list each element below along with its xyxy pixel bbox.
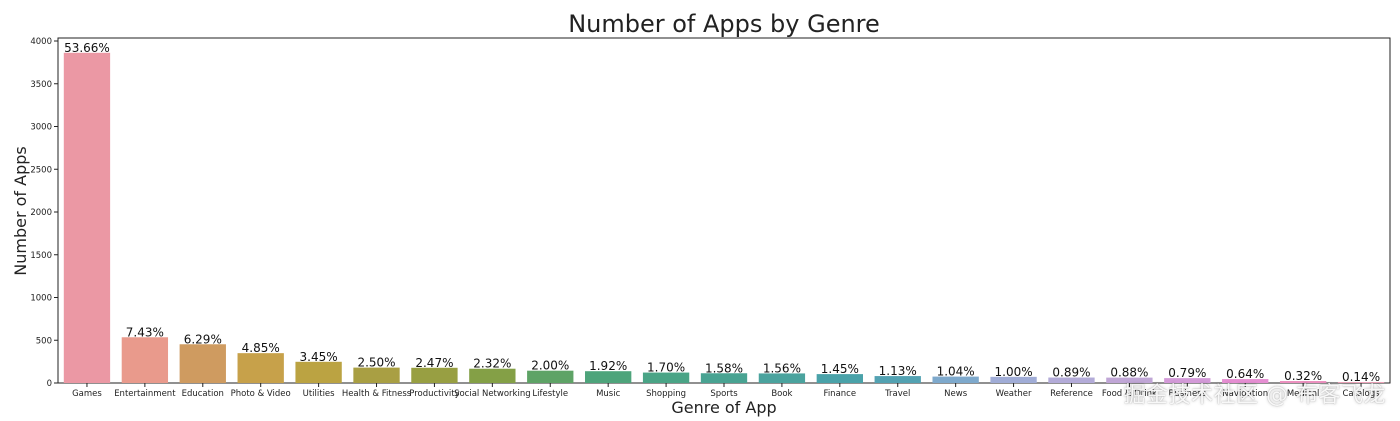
bar [411, 367, 458, 383]
x-axis-label: Genre of App [671, 398, 776, 417]
data-label: 3.45% [300, 350, 338, 364]
data-label: 2.32% [473, 357, 511, 371]
data-label: 0.64% [1226, 367, 1264, 381]
y-tick-label: 1000 [30, 294, 52, 304]
x-tick-label: Games [72, 389, 102, 399]
bars-group: 53.66% 7.43% 6.29% 4.85% 3.45% 2.50% 2.47% 2.32… [63, 41, 1385, 384]
bar [121, 337, 169, 383]
x-tick-label: Utilities [303, 389, 336, 399]
data-label: 1.04% [937, 365, 975, 379]
y-tick-label: 2000 [30, 208, 52, 218]
bar [874, 376, 921, 383]
data-label: 2.00% [531, 359, 569, 373]
plot-area [57, 37, 1391, 384]
x-tick-label: Business [1169, 389, 1207, 399]
data-label: 1.92% [589, 359, 627, 373]
y-tick-label: 4000 [30, 37, 52, 47]
y-tick-label: 2500 [30, 165, 52, 175]
chart-title: Number of Apps by Genre [568, 10, 880, 38]
data-label: 0.32% [1284, 369, 1322, 383]
x-tick-label: Productivity [409, 389, 459, 399]
x-axis: Games Entertainment Education Photo & Video… [72, 383, 1380, 399]
bar [700, 373, 748, 383]
y-axis-label: Number of Apps [11, 146, 30, 275]
bar [179, 344, 226, 383]
x-tick-label: Lifestyle [532, 389, 568, 399]
data-label: 0.14% [1342, 370, 1380, 384]
x-tick-label: News [944, 389, 968, 399]
bar [63, 52, 111, 383]
data-label: 1.00% [995, 365, 1033, 379]
y-axis: 0 500 1000 1500 2000 2500 3000 3500 4000 [30, 37, 58, 389]
x-tick-label: Social Networking [454, 389, 531, 399]
x-tick-label: Photo & Video [231, 389, 291, 399]
bar [1106, 377, 1153, 383]
data-label: 1.58% [705, 361, 743, 375]
data-label: 0.89% [1052, 366, 1090, 380]
watermark-text: 掘金技术社区 @ 布客飞龙 [1123, 383, 1386, 408]
y-tick-label: 3500 [30, 80, 52, 90]
data-label: 2.47% [415, 356, 453, 370]
y-tick-label: 0 [47, 379, 52, 389]
bar [990, 376, 1037, 383]
data-label: 0.79% [1168, 366, 1206, 380]
data-label: 4.85% [242, 341, 280, 355]
data-label: 1.70% [647, 361, 685, 375]
x-tick-label: Reference [1050, 389, 1093, 399]
x-tick-label: Weather [996, 389, 1032, 399]
x-tick-label: Finance [824, 389, 857, 399]
data-label: 0.88% [1110, 366, 1148, 380]
x-tick-label: Sports [710, 389, 738, 399]
bar [1279, 381, 1327, 383]
bar [1164, 378, 1211, 383]
bar [353, 367, 400, 383]
x-tick-label: Food & Drink [1102, 389, 1157, 399]
bar [1048, 377, 1095, 383]
bar [642, 372, 690, 383]
bar [932, 376, 979, 383]
data-label: 2.50% [357, 356, 395, 370]
bar [469, 368, 516, 383]
bar [237, 353, 284, 383]
bar [585, 371, 632, 383]
x-tick-label: Music [596, 389, 621, 399]
x-tick-label: Catalogs [1343, 389, 1381, 399]
x-tick-label: Travel [884, 389, 910, 399]
bar [1222, 379, 1269, 383]
data-label: 7.43% [126, 325, 164, 339]
x-tick-label: Book [771, 389, 792, 399]
x-tick-label: Navigation [1222, 389, 1268, 399]
x-tick-label: Education [182, 389, 224, 399]
x-tick-label: Medical [1287, 389, 1320, 399]
data-label: 1.13% [879, 364, 917, 378]
y-tick-label: 1500 [30, 251, 52, 261]
bar [527, 370, 574, 383]
y-tick-label: 3000 [30, 123, 52, 133]
x-tick-label: Health & Fitness [342, 389, 412, 399]
data-label: 6.29% [184, 332, 222, 346]
bar [1337, 382, 1385, 383]
y-tick-label: 500 [36, 336, 52, 346]
data-label: 1.56% [763, 361, 801, 375]
x-tick-label: Shopping [646, 389, 686, 399]
data-label: 1.45% [821, 362, 859, 376]
x-tick-label: Entertainment [114, 389, 176, 399]
bar [295, 361, 342, 383]
bar [816, 374, 863, 383]
bar [758, 373, 806, 383]
data-label: 53.66% [64, 41, 110, 55]
